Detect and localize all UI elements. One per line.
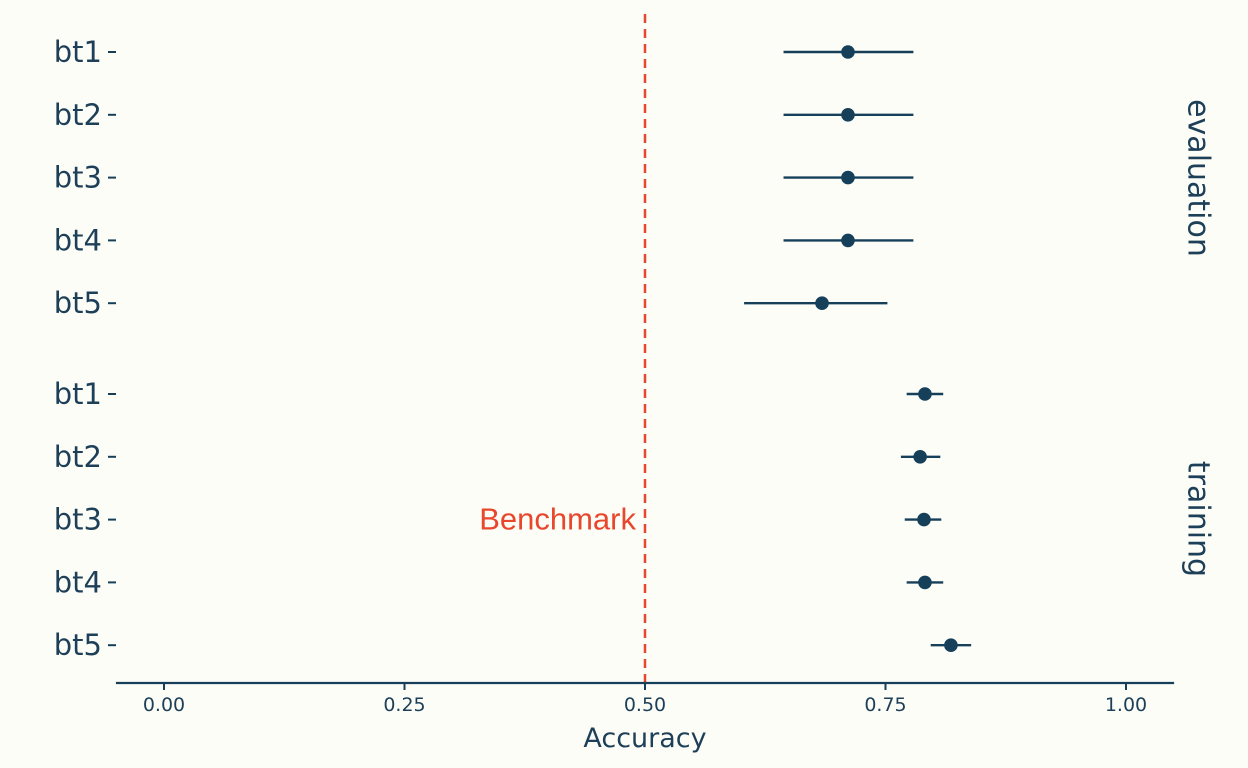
y-tick-label: bt4 (54, 223, 102, 257)
y-tick-label: bt5 (54, 286, 102, 320)
data-point (918, 575, 932, 590)
facet-labels: evaluation training (1181, 99, 1216, 577)
y-tick-label: bt2 (54, 98, 102, 132)
y-axis: bt1 bt2 bt3 bt4 bt5 bt1 bt2 bt3 bt4 bt5 (54, 35, 116, 662)
x-axis-title: Accuracy (583, 723, 706, 754)
x-tick-label: 0.50 (624, 694, 666, 716)
y-tick-label: bt5 (54, 628, 102, 662)
x-tick-label: 0.75 (864, 694, 906, 716)
benchmark-layer: Benchmark (479, 14, 647, 683)
data-point (815, 296, 829, 311)
data-point (841, 170, 855, 185)
data-point (917, 512, 931, 527)
data-point (944, 638, 958, 652)
y-tick-label: bt2 (54, 440, 102, 474)
y-tick-label: bt1 (54, 377, 102, 411)
data-point (841, 108, 855, 122)
y-tick-label: bt4 (54, 565, 102, 599)
x-tick-label: 0.25 (383, 694, 425, 716)
x-tick-label: 0.00 (143, 694, 185, 716)
facet-training (900, 387, 972, 652)
data-point (841, 233, 855, 248)
marks-layer (744, 45, 972, 652)
y-tick-label: bt3 (54, 503, 102, 537)
data-point (841, 45, 855, 59)
facet-label: training (1181, 461, 1216, 577)
facet-evaluation (744, 45, 914, 311)
data-point (913, 450, 927, 464)
benchmark-label: Benchmark (479, 502, 636, 537)
data-point (918, 387, 932, 401)
x-axis: 0.00 0.25 0.50 0.75 1.00 (115, 681, 1175, 716)
y-tick-label: bt1 (54, 35, 102, 69)
facet-label: evaluation (1181, 99, 1216, 257)
x-tick-label: 1.00 (1105, 694, 1147, 716)
y-tick-label: bt3 (54, 161, 102, 195)
